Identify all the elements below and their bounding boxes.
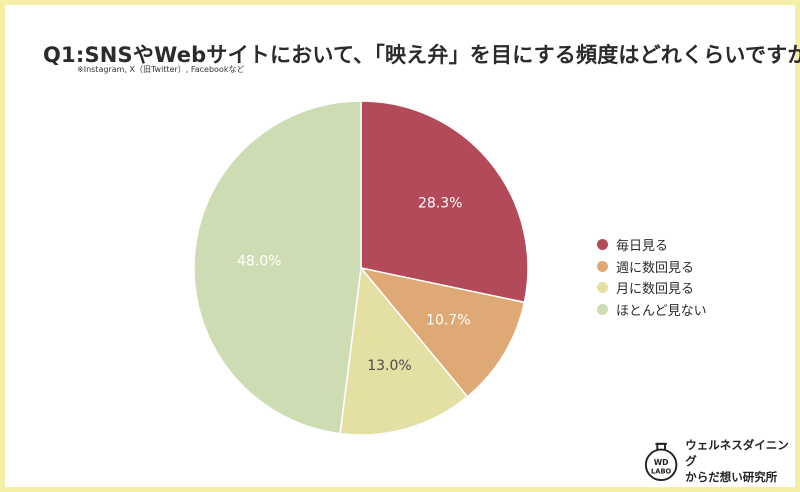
chart-title: Q1:SNSやWebサイトにおいて、「映え弁」を目にする頻度はどれくらいですか？	[43, 43, 800, 67]
legend-item: 週に数回見る	[597, 256, 707, 278]
brand-name-line1: ウェルネスダイニング	[685, 438, 789, 468]
pie-slice	[360, 100, 529, 304]
legend-swatch	[597, 260, 608, 272]
legend-label: 月に数回見る	[616, 282, 695, 298]
legend-item: 月に数回見る	[597, 277, 707, 299]
legend-swatch	[597, 303, 608, 315]
logo-text-labo: LABO	[651, 467, 672, 475]
legend-item: 毎日見る	[597, 234, 707, 256]
legend-item: ほとんど見ない	[597, 299, 707, 321]
legend-label: ほとんど見ない	[616, 303, 707, 319]
pie-slice	[193, 100, 362, 435]
legend-swatch	[597, 282, 608, 294]
pie-slice	[339, 266, 469, 436]
brand-mark: WD LABO ウェルネスダイニング からだ想い研究所	[643, 437, 795, 485]
brand-name: ウェルネスダイニング からだ想い研究所	[685, 437, 795, 485]
pie-chart: 28.3% 10.7% 13.0% 48.0%	[193, 100, 529, 436]
slice-value-label: 28.3%	[418, 196, 462, 212]
brand-name-line2: からだ想い研究所	[685, 470, 778, 484]
slice-value-label: 10.7%	[426, 313, 470, 329]
slice-value-label: 48.0%	[237, 254, 281, 270]
flask-logo-icon: WD LABO	[644, 442, 678, 482]
legend-swatch	[597, 239, 608, 251]
legend-label: 毎日見る	[616, 239, 669, 255]
chart-subtitle: ※Instagram, X（旧Twitter）, Facebookなど	[77, 65, 245, 74]
slice-value-label: 13.0%	[367, 358, 411, 374]
legend-label: 週に数回見る	[616, 260, 695, 276]
pie-slice	[359, 266, 526, 398]
chart-legend: 毎日見る 週に数回見る 月に数回見る ほとんど見ない	[597, 234, 707, 320]
logo-text-wd: WD	[654, 458, 669, 467]
